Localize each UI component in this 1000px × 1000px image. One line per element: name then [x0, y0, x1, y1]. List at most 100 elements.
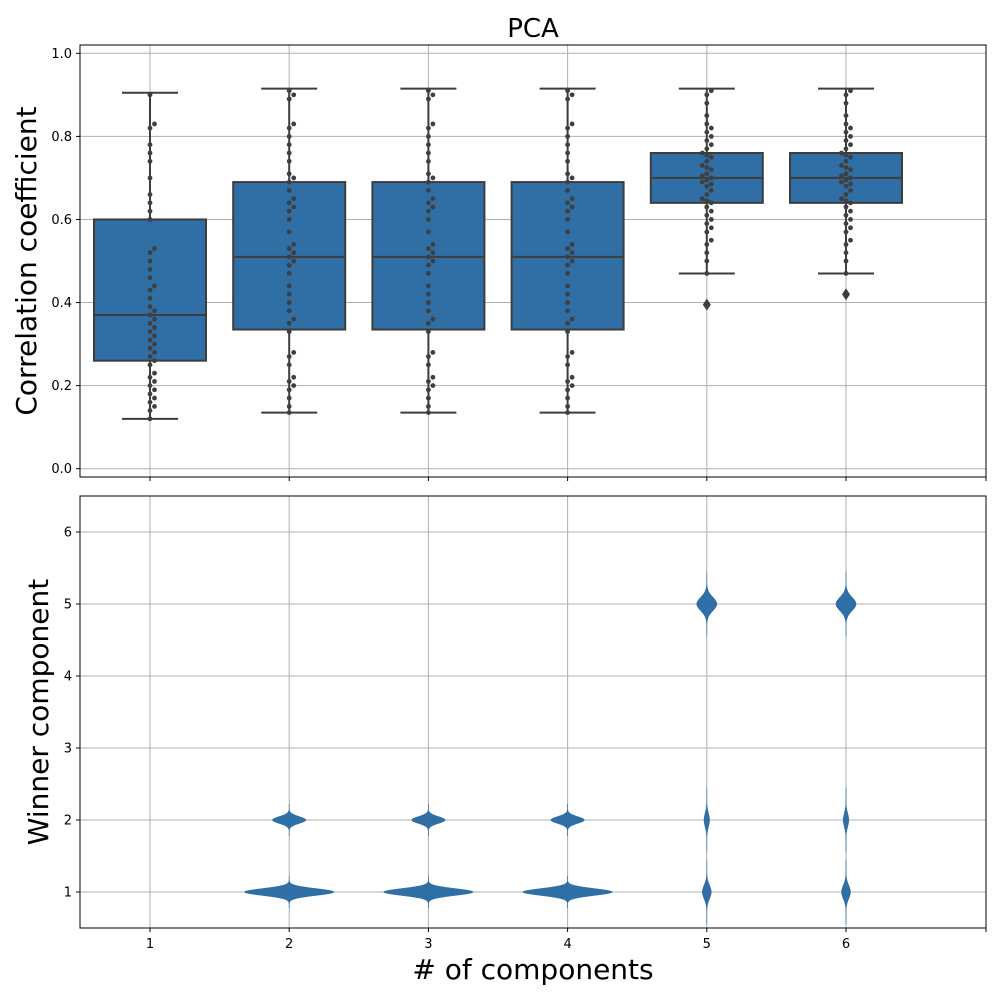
data-point	[848, 217, 853, 222]
data-point	[704, 129, 710, 135]
bottom-grid	[80, 496, 986, 928]
data-point	[147, 345, 153, 351]
data-point	[286, 395, 292, 401]
data-point	[565, 88, 570, 94]
box-plot-panel: 0.0 0.2 0.4 0.6 0.8 1.0 PCA Correlation coeff…	[10, 14, 987, 481]
top-ytick-label: 0.0	[51, 462, 72, 477]
data-point	[565, 320, 570, 326]
data-point	[699, 179, 705, 185]
data-point	[147, 275, 153, 281]
data-point	[286, 88, 292, 94]
data-point	[843, 171, 849, 177]
top-ytick-label: 0.2	[51, 379, 72, 394]
data-point	[152, 370, 157, 376]
data-point	[152, 333, 157, 339]
data-point	[426, 300, 431, 305]
data-point	[708, 175, 714, 181]
data-point	[152, 403, 157, 409]
data-point	[704, 250, 710, 256]
data-point	[147, 217, 153, 222]
data-point	[843, 129, 849, 135]
xtick-label: 1	[146, 937, 154, 952]
data-point	[426, 395, 431, 401]
xtick-label: 4	[563, 937, 571, 952]
data-point	[843, 138, 849, 143]
data-point	[843, 121, 849, 127]
xtick-label: 6	[842, 937, 850, 952]
data-point	[286, 300, 292, 305]
data-point	[286, 246, 292, 251]
data-point	[848, 175, 853, 181]
data-point	[147, 192, 153, 197]
data-point	[147, 200, 153, 206]
data-point	[843, 229, 849, 235]
top-ytick-label: 0.6	[51, 213, 72, 228]
data-point	[848, 208, 853, 214]
data-point	[569, 316, 575, 322]
data-point	[843, 241, 849, 247]
data-point	[286, 96, 292, 102]
data-point	[699, 196, 705, 202]
data-point	[286, 187, 292, 193]
data-point	[565, 354, 570, 359]
data-point	[565, 308, 570, 314]
data-point	[426, 96, 431, 102]
data-point	[708, 88, 714, 94]
data-point	[708, 125, 714, 131]
data-point	[426, 308, 431, 314]
data-point	[569, 374, 575, 380]
data-point	[426, 320, 431, 326]
data-point	[848, 225, 853, 231]
data-point	[565, 387, 570, 393]
data-point	[426, 410, 431, 416]
data-point	[152, 121, 157, 127]
top-ytick-label: 0.4	[51, 296, 72, 311]
data-point	[286, 379, 292, 384]
data-point	[565, 200, 570, 206]
data-point	[426, 229, 431, 235]
data-point	[147, 320, 153, 326]
data-point	[286, 308, 292, 314]
data-point	[286, 171, 292, 177]
data-point	[569, 204, 575, 210]
data-point	[147, 416, 153, 422]
data-point	[291, 92, 297, 98]
data-point	[565, 208, 570, 214]
data-point	[569, 92, 575, 98]
data-point	[147, 408, 153, 413]
swarm-2	[286, 88, 297, 416]
data-point	[565, 217, 570, 222]
data-point	[291, 258, 297, 264]
data-point	[843, 158, 849, 164]
xtick-label: 2	[285, 937, 293, 952]
bottom-ytick-label: 2	[64, 814, 72, 829]
swarm-points	[147, 88, 853, 422]
data-point	[286, 410, 292, 416]
data-point	[152, 358, 157, 364]
violin-peak	[842, 787, 850, 853]
data-point	[843, 100, 849, 106]
data-point	[152, 387, 157, 393]
violin-peak	[703, 787, 710, 853]
data-point	[704, 302, 710, 308]
data-point	[704, 121, 710, 127]
data-point	[704, 152, 710, 158]
data-point	[426, 387, 431, 393]
data-point	[848, 142, 853, 148]
data-point	[843, 152, 849, 158]
data-point	[843, 113, 849, 119]
data-point	[704, 192, 710, 197]
data-point	[843, 212, 849, 218]
data-point	[286, 217, 292, 222]
data-point	[291, 121, 297, 127]
bottom-y-ticks: 1 2 3 4 5 6	[64, 526, 80, 901]
data-point	[147, 150, 153, 156]
data-point	[147, 92, 153, 98]
data-point	[839, 150, 844, 156]
data-point	[565, 187, 570, 193]
data-point	[699, 173, 705, 179]
top-ytick-label: 1.0	[51, 47, 72, 62]
data-point	[286, 262, 292, 268]
violin-peak	[841, 859, 851, 925]
